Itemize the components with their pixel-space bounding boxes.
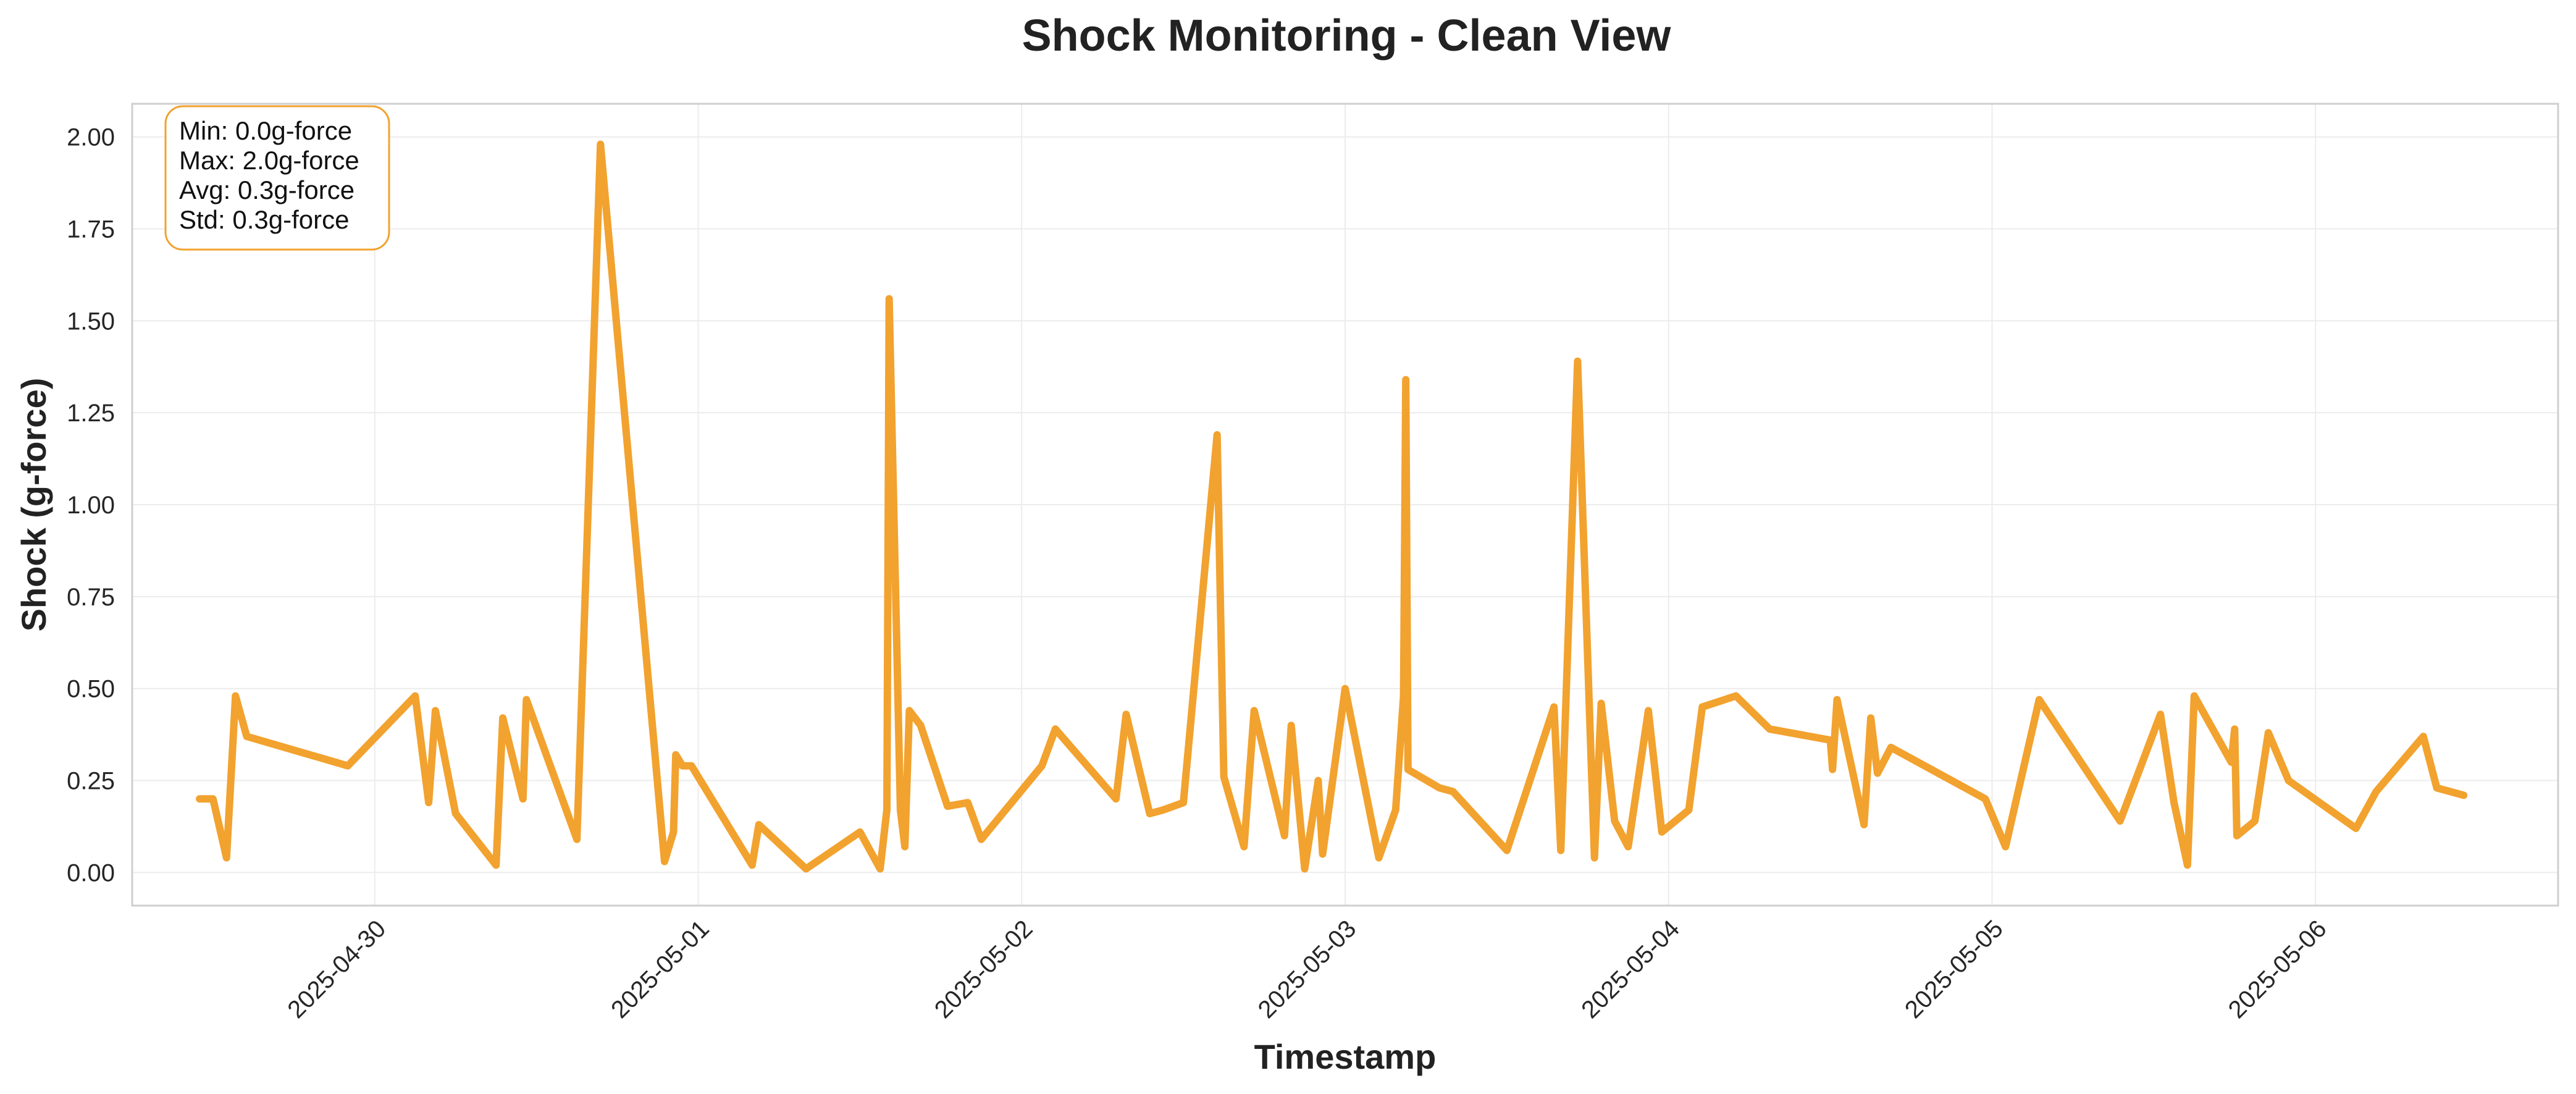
- x-tick-label: 2025-05-06: [2223, 915, 2332, 1024]
- y-tick-label: 0.25: [67, 768, 115, 795]
- stats-box-frame: [164, 105, 390, 251]
- stats-min: Min: 0.0g-force: [179, 116, 352, 145]
- x-axis-label: Timestamp: [1254, 1037, 1437, 1076]
- chart-title: Shock Monitoring - Clean View: [1022, 11, 1672, 61]
- y-tick-label: 1.50: [67, 308, 115, 335]
- y-tick-label: 0.00: [67, 859, 115, 886]
- x-tick-label: 2025-05-01: [606, 915, 715, 1024]
- x-tick-label: 2025-04-30: [282, 915, 391, 1024]
- x-tick-label: 2025-05-02: [929, 915, 1038, 1024]
- x-tick-label: 2025-05-05: [1900, 915, 2008, 1024]
- y-tick-label: 2.00: [67, 124, 115, 151]
- grid-lines: [132, 104, 2558, 906]
- y-tick-label: 1.75: [67, 216, 115, 243]
- stats-max: Max: 2.0g-force: [179, 146, 359, 175]
- stats-box: Min: 0.0g-force Max: 2.0g-force Avg: 0.3…: [164, 105, 390, 251]
- x-axis-ticks: 2025-04-30 2025-05-01 2025-05-02 2025-05-03…: [282, 915, 2331, 1024]
- x-tick-label: 2025-05-03: [1253, 915, 1362, 1024]
- y-tick-label: 0.75: [67, 584, 115, 611]
- y-tick-label: 1.00: [67, 492, 115, 519]
- shock-series-line: [196, 140, 2468, 873]
- plot-frame: [131, 103, 2559, 907]
- x-tick-label: 2025-05-04: [1576, 915, 1685, 1024]
- stats-std: Std: 0.3g-force: [179, 205, 349, 234]
- stats-avg: Avg: 0.3g-force: [179, 175, 355, 204]
- y-tick-label: 1.25: [67, 400, 115, 427]
- y-axis-ticks: 0.00 0.25 0.50 0.75 1.00 1.25 1.50 1.75 2.00: [67, 124, 115, 887]
- y-axis-label: Shock (g-force): [14, 378, 53, 632]
- y-tick-label: 0.50: [67, 676, 115, 703]
